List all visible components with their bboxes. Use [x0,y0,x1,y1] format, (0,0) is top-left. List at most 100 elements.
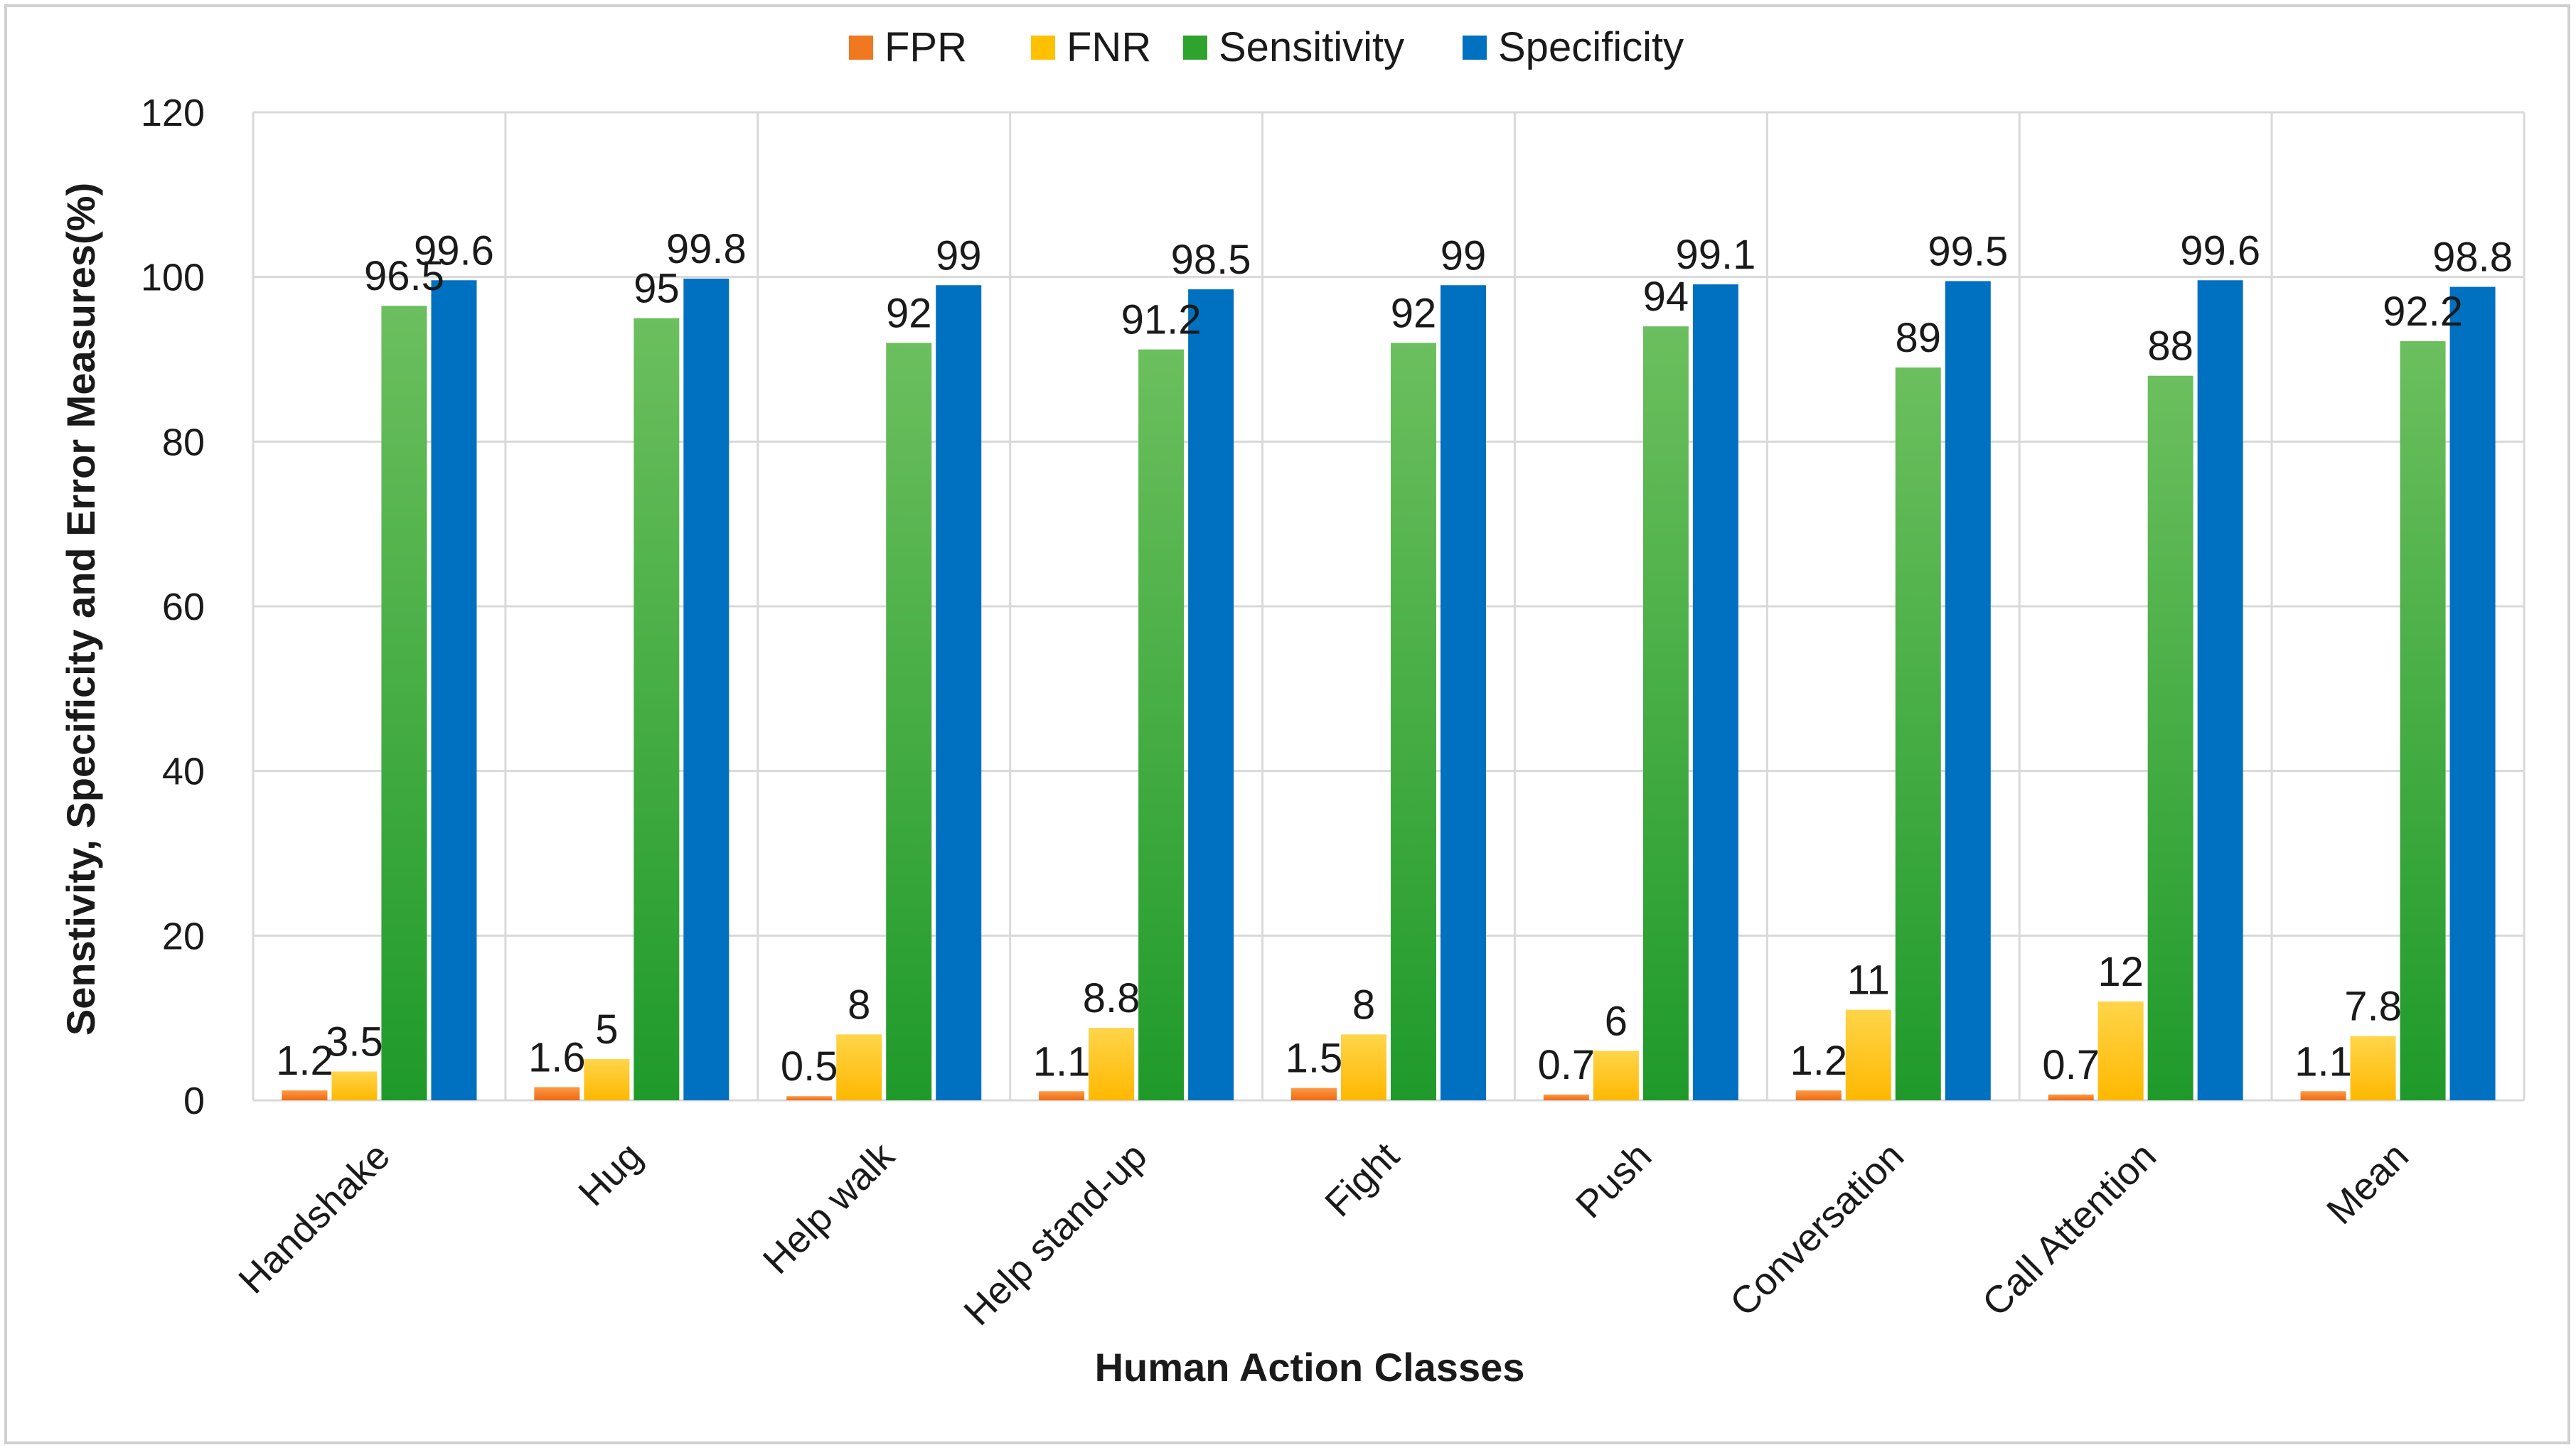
x-tick-label-conversation: Conversation [1722,1134,1912,1324]
data-label-fnr-hug: 5 [595,1006,618,1053]
gridlines [252,111,2526,1102]
bar-specificity-fight [1441,285,1486,1100]
x-tick-label-fight: Fight [1317,1134,1407,1225]
data-label-fnr-handshake: 3.5 [326,1019,383,1065]
data-label-fnr-push: 6 [1605,999,1628,1045]
bar-fnr-push [1593,1051,1639,1100]
data-label-specificity-mean: 98.8 [2432,235,2513,281]
bar-fnr-conversation [1845,1009,1891,1100]
data-label-specificity-handshake: 99.6 [414,227,494,274]
y-axis-ticks: 0 20 40 60 80 100 120 [141,92,205,1122]
bars [282,278,2496,1101]
x-tick-label-help-stand-up: Help stand-up [956,1134,1155,1333]
data-label-fpr-hug: 1.6 [528,1034,586,1080]
data-label-sensitivity-mean: 92.2 [2383,289,2463,335]
legend: FPR FNR Sensitivity Specificity [849,24,1684,70]
bar-fpr-handshake [282,1090,328,1100]
data-label-fpr-conversation: 1.2 [1790,1038,1847,1084]
bar-specificity-help-stand-up [1188,289,1234,1101]
bar-specificity-help-walk [936,285,982,1100]
legend-swatch-specificity [1463,36,1487,60]
legend-label-specificity: Specificity [1498,24,1684,70]
legend-swatch-fnr [1031,36,1055,60]
data-label-specificity-help-walk: 99 [936,232,982,279]
data-label-sensitivity-conversation: 89 [1896,315,1942,361]
data-label-specificity-push: 99.1 [1675,232,1755,278]
data-label-specificity-hug: 99.8 [666,226,747,272]
x-axis-ticks: Handshake Hug Help walk Help stand-up Fight P… [230,1134,2417,1333]
bar-fnr-mean [2350,1036,2396,1100]
bar-fpr-fight [1291,1088,1337,1100]
bar-specificity-hug [683,278,729,1100]
x-tick-label-push: Push [1568,1134,1660,1226]
bar-sensitivity-push [1642,326,1689,1101]
bar-sensitivity-handshake [381,306,427,1100]
bar-fpr-push [1543,1094,1589,1100]
bar-fpr-hug [534,1087,580,1100]
legend-label-fpr: FPR [885,24,967,70]
data-label-sensitivity-fight: 92 [1391,290,1437,336]
bar-fpr-help-stand-up [1039,1091,1085,1100]
bar-fpr-call-attention [2048,1094,2094,1100]
bar-fnr-fight [1341,1034,1386,1100]
y-tick-label: 40 [162,751,205,793]
legend-swatch-sensitivity [1183,36,1207,60]
bar-sensitivity-mean [2400,341,2446,1101]
bar-specificity-push [1692,284,1738,1100]
data-label-fnr-mean: 7.8 [2344,984,2402,1030]
data-label-fpr-handshake: 1.2 [276,1038,333,1084]
bar-fnr-help-walk [836,1034,882,1100]
data-label-fnr-help-stand-up: 8.8 [1083,975,1140,1021]
data-label-fpr-call-attention: 0.7 [2042,1042,2100,1088]
bar-specificity-conversation [1945,281,1991,1100]
data-label-specificity-call-attention: 99.6 [2180,227,2260,274]
bar-fpr-mean [2300,1091,2346,1100]
y-tick-label: 0 [183,1080,205,1122]
y-tick-label: 80 [162,421,205,463]
data-label-fnr-call-attention: 12 [2097,949,2144,995]
data-label-specificity-fight: 99 [1441,232,1487,279]
legend-label-sensitivity: Sensitivity [1219,24,1404,70]
bar-fnr-hug [584,1059,630,1100]
bar-fnr-help-stand-up [1089,1028,1135,1100]
bar-sensitivity-conversation [1895,367,1941,1101]
data-label-fnr-conversation: 11 [1847,957,1890,1004]
bar-fnr-handshake [331,1071,378,1100]
x-tick-label-handshake: Handshake [230,1134,398,1302]
x-tick-label-help-walk: Help walk [755,1134,904,1282]
data-label-fpr-mean: 1.1 [2294,1038,2352,1085]
y-tick-label: 20 [162,915,205,957]
bar-fnr-call-attention [2097,1001,2144,1100]
data-label-fnr-fight: 8 [1352,982,1375,1028]
y-tick-label: 60 [162,586,205,628]
x-tick-label-mean: Mean [2319,1134,2417,1232]
x-axis-title: Human Action Classes [1095,1345,1525,1390]
bar-specificity-handshake [431,280,477,1100]
x-tick-label-hug: Hug [570,1134,650,1214]
data-labels: 1.23.596.599.61.659599.80.5892991.18.891… [276,226,2513,1090]
y-tick-label: 100 [141,257,205,299]
data-label-sensitivity-help-walk: 92 [886,290,932,336]
bar-sensitivity-help-walk [886,343,932,1100]
legend-label-fnr: FNR [1067,24,1151,70]
x-tick-label-call-attention: Call Attention [1974,1134,2164,1324]
data-label-sensitivity-hug: 95 [634,266,680,312]
bar-sensitivity-call-attention [2147,375,2193,1100]
bar-fpr-help-walk [786,1096,833,1100]
data-label-sensitivity-help-stand-up: 91.2 [1121,297,1202,343]
bar-sensitivity-hug [634,318,680,1100]
bar-specificity-mean [2449,286,2496,1101]
data-label-sensitivity-push: 94 [1643,274,1689,320]
bar-fpr-conversation [1795,1090,1842,1100]
data-label-fnr-help-walk: 8 [848,982,870,1028]
legend-swatch-fpr [849,36,873,60]
data-label-fpr-fight: 1.5 [1286,1036,1343,1082]
bar-sensitivity-help-stand-up [1138,349,1185,1101]
y-tick-label: 120 [141,92,205,134]
data-label-sensitivity-call-attention: 88 [2147,323,2193,370]
data-label-specificity-help-stand-up: 98.5 [1171,237,1251,283]
y-axis-title: Senstivity, Specificity and Error Measur… [58,183,103,1036]
bar-specificity-call-attention [2197,280,2243,1100]
data-label-sensitivity-handshake: 96.5 [364,253,444,299]
